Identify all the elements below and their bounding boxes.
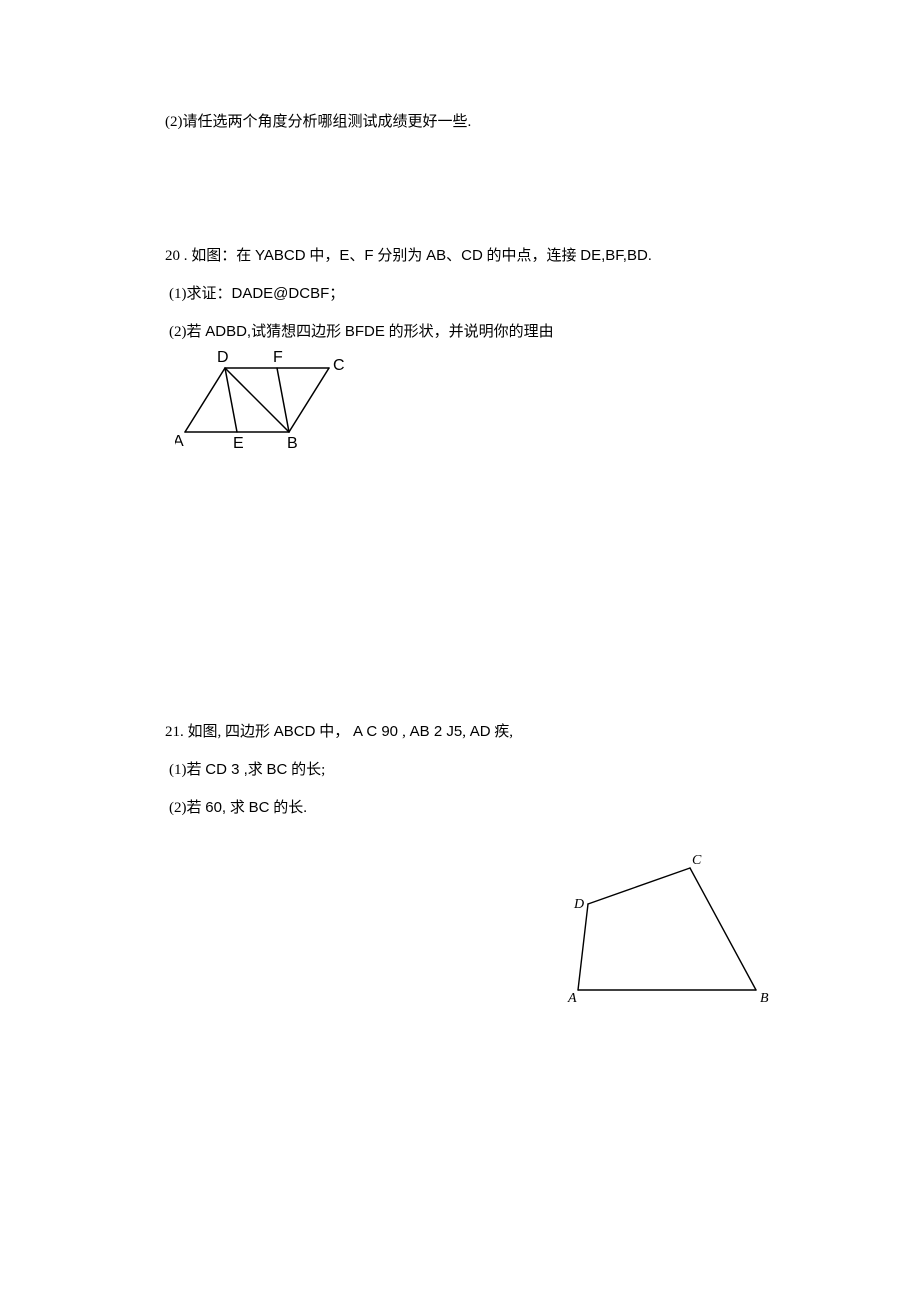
q20-num: 20 <box>165 248 180 264</box>
t: 、 <box>349 248 364 264</box>
q20-part2: (2)若 ADBD,试猜想四边形 BFDE 的形状，并说明你的理由 <box>169 320 780 344</box>
q21-num: 21. <box>165 724 184 740</box>
t: BC <box>267 761 288 778</box>
quadrilateral-diagram: A B C D <box>560 850 770 1010</box>
t: , <box>402 724 410 740</box>
t: YABCD <box>255 247 306 264</box>
t: AB 2 J5 <box>410 723 463 740</box>
t: . 如图：在 <box>180 248 255 264</box>
svg-text:A: A <box>175 433 184 450</box>
page-content: (2)请任选两个角度分析哪组测试成绩更好一些. 20 . 如图：在 YABCD … <box>0 0 920 1075</box>
t: , <box>462 724 470 740</box>
t: (1)求证： <box>169 286 232 302</box>
t: BC <box>249 799 270 816</box>
t: 求 <box>226 800 249 816</box>
t: 60, <box>205 799 226 816</box>
t: DE,BF,BD. <box>580 247 652 264</box>
q21-figure-wrap: A B C D <box>165 850 780 1015</box>
q20-part1: (1)求证：DADE@DCBF； <box>169 282 780 306</box>
t: 的长; <box>287 762 325 778</box>
t: BFDE <box>345 323 385 340</box>
svg-text:F: F <box>273 350 283 366</box>
q20-figure: A E B D F C <box>175 350 780 450</box>
t: CD 3 , <box>205 761 248 778</box>
parallelogram-diagram: A E B D F C <box>175 350 375 450</box>
t: 中， <box>315 724 353 740</box>
t: (2)若 <box>169 324 205 340</box>
svg-text:B: B <box>287 435 298 450</box>
t: (2)若 <box>169 800 205 816</box>
t: ADBD, <box>205 323 251 340</box>
q20-intro: 20 . 如图：在 YABCD 中，E、F 分别为 AB、CD 的中点，连接 D… <box>165 244 780 268</box>
t: ABCD <box>274 723 316 740</box>
q21-part1: (1)若 CD 3 ,求 BC 的长; <box>169 758 780 782</box>
t: 分别为 <box>374 248 427 264</box>
t: 的中点，连接 <box>483 248 581 264</box>
t: 如图, 四边形 <box>184 724 274 740</box>
t: 、 <box>446 248 461 264</box>
t: 的形状，并说明你的理由 <box>385 324 554 340</box>
t: 求 <box>248 762 267 778</box>
t: F <box>364 247 373 264</box>
svg-text:D: D <box>217 350 229 366</box>
svg-text:E: E <box>233 435 244 450</box>
svg-text:B: B <box>760 991 769 1006</box>
t: (1)若 <box>169 762 205 778</box>
t: CD <box>461 247 483 264</box>
svg-text:C: C <box>333 357 345 374</box>
t: 疾, <box>491 724 514 740</box>
t: E <box>339 247 349 264</box>
t: 试猜想四边形 <box>251 324 345 340</box>
q21-part2: (2)若 60, 求 BC 的长. <box>169 796 780 820</box>
q21-intro: 21. 如图, 四边形 ABCD 中， A C 90 , AB 2 J5, AD… <box>165 720 780 744</box>
svg-text:D: D <box>573 897 584 912</box>
q19-part2: (2)请任选两个角度分析哪组测试成绩更好一些. <box>165 110 780 134</box>
t: 的长. <box>269 800 307 816</box>
t: A C 90 <box>353 723 402 740</box>
t: AB <box>426 247 446 264</box>
svg-text:C: C <box>692 853 702 868</box>
svg-text:A: A <box>567 991 577 1006</box>
t: ； <box>329 286 344 302</box>
t: 中， <box>306 248 340 264</box>
t: AD <box>470 723 491 740</box>
t: DADE@DCBF <box>232 285 330 302</box>
